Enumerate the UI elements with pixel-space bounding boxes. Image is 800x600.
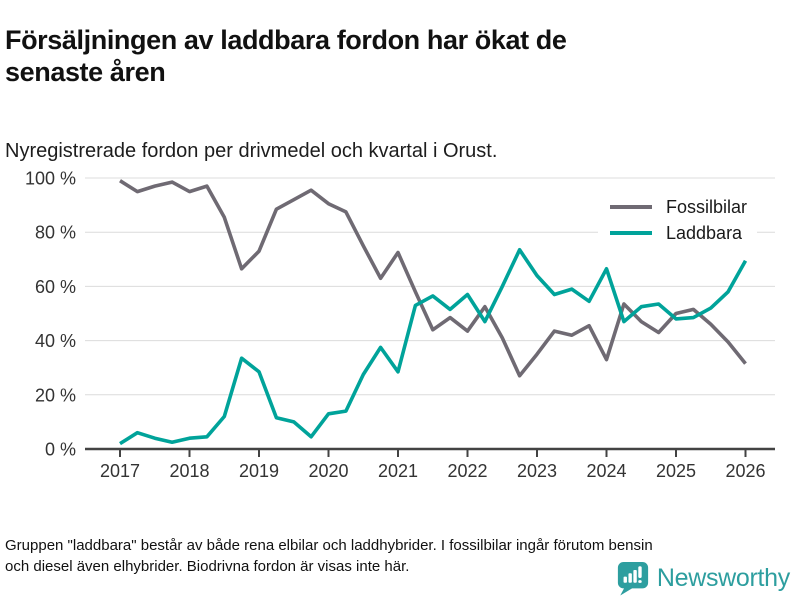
svg-text:20 %: 20 %: [35, 385, 76, 405]
svg-text:2019: 2019: [239, 461, 279, 481]
svg-text:2025: 2025: [656, 461, 696, 481]
legend-label-fossilbilar: Fossilbilar: [666, 196, 748, 217]
svg-text:60 %: 60 %: [35, 277, 76, 297]
legend-item-laddbara: Laddbara: [610, 220, 747, 246]
line-chart-canvas: 0 % 20 % 40 % 60 % 80 % 100 % 2017 2018 2019 2020…: [25, 169, 775, 481]
page-subtitle: Nyregistrerade fordon per drivmedel och …: [5, 140, 498, 162]
svg-text:2020: 2020: [308, 461, 348, 481]
svg-text:2024: 2024: [586, 461, 626, 481]
svg-text:100 %: 100 %: [25, 169, 76, 189]
chart-footnote: Gruppen "laddbara" består av både rena e…: [5, 537, 653, 575]
svg-text:2026: 2026: [725, 461, 765, 481]
legend-swatch-laddbara: [610, 230, 652, 236]
bar-chart-speech-bubble-icon: [617, 561, 648, 596]
svg-text:0 %: 0 %: [45, 440, 76, 460]
chart-legend: Fossilbilar Laddbara: [598, 190, 758, 250]
svg-text:2022: 2022: [447, 461, 487, 481]
svg-text:2017: 2017: [100, 461, 140, 481]
brand-name: Newsworthy: [656, 563, 790, 592]
svg-text:2023: 2023: [517, 461, 557, 481]
svg-text:80 %: 80 %: [35, 223, 76, 243]
legend-label-laddbara: Laddbara: [666, 222, 743, 243]
line-chart: 0 % 20 % 40 % 60 % 80 % 100 % 2017 2018 2019 2020…: [0, 160, 800, 510]
legend-item-fossilbilar: Fossilbilar: [610, 194, 747, 220]
svg-text:2021: 2021: [378, 461, 418, 481]
brand-logo: Newsworthy: [616, 560, 790, 596]
legend-swatch-fossilbilar: [610, 204, 652, 210]
svg-text:2018: 2018: [169, 461, 209, 481]
svg-text:40 %: 40 %: [35, 331, 76, 351]
page-title: Försäljningen av laddbara fordon har öka…: [5, 25, 567, 88]
